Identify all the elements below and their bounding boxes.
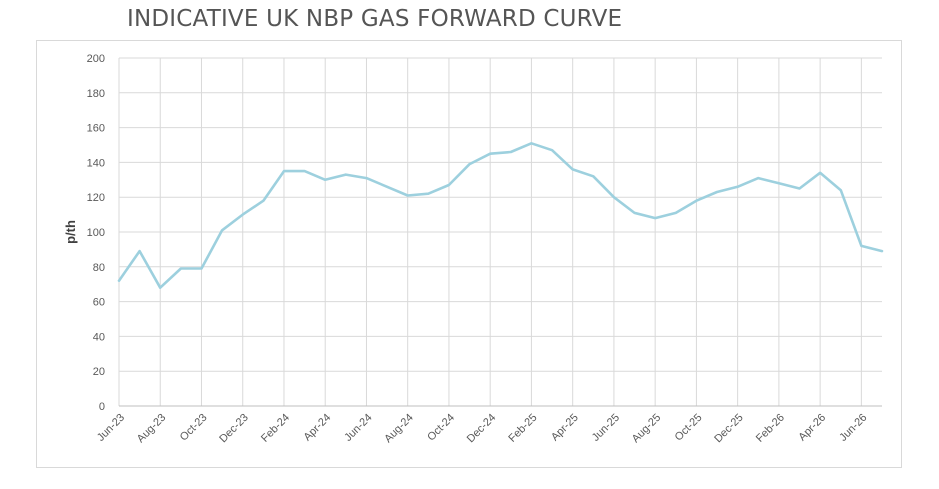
x-tick-label: Apr-25: [549, 412, 581, 444]
y-tick-label: 180: [87, 88, 105, 100]
y-tick-label: 40: [93, 331, 105, 343]
x-tick-label: Feb-25: [506, 412, 539, 445]
x-tick-label: Aug-24: [382, 412, 416, 446]
y-tick-label: 20: [93, 366, 105, 378]
x-tick-label: Feb-26: [754, 412, 787, 445]
x-tick-label: Dec-24: [465, 412, 499, 446]
series-group: [117, 142, 884, 290]
x-axis-ticks: Jun-23 Aug-23 Oct-23 Dec-23 Feb-24 Apr-24 Jun-…: [95, 412, 870, 446]
x-tick-label: Feb-24: [259, 412, 292, 445]
y-tick-label: 200: [87, 53, 105, 65]
y-tick-label: 140: [87, 157, 105, 169]
x-tick-label: Jun-23: [95, 412, 127, 444]
x-tick-label: Oct-23: [178, 412, 210, 444]
y-tick-label: 0: [99, 401, 105, 413]
x-tick-label: Apr-24: [301, 412, 333, 444]
x-tick-label: Jun-26: [837, 412, 869, 444]
x-tick-label: Aug-25: [630, 412, 664, 446]
x-tick-label: Jun-24: [342, 412, 374, 444]
y-tick-label: 100: [87, 227, 105, 239]
y-tick-label: 60: [93, 297, 105, 309]
chart-frame: [36, 40, 902, 468]
x-tick-label: Oct-25: [673, 412, 705, 444]
y-tick-label: 120: [87, 192, 105, 204]
x-tick-label: Aug-23: [135, 412, 169, 446]
y-axis-label: p/th: [63, 220, 78, 244]
x-tick-label: Jun-25: [590, 412, 622, 444]
x-tick-label: Dec-23: [217, 412, 251, 446]
x-tick-label: Dec-25: [712, 412, 746, 446]
y-tick-label: 160: [87, 123, 105, 135]
y-axis-ticks: 0 20 40 60 80 100 120 140 160 180 200: [87, 53, 105, 413]
chart-title: INDICATIVE UK NBP GAS FORWARD CURVE: [127, 6, 623, 32]
grid-lines: [118, 57, 882, 407]
series-line: [117, 142, 884, 290]
x-tick-label: Oct-24: [425, 412, 457, 444]
x-tick-label: Apr-26: [796, 412, 828, 444]
y-tick-label: 80: [93, 262, 105, 274]
